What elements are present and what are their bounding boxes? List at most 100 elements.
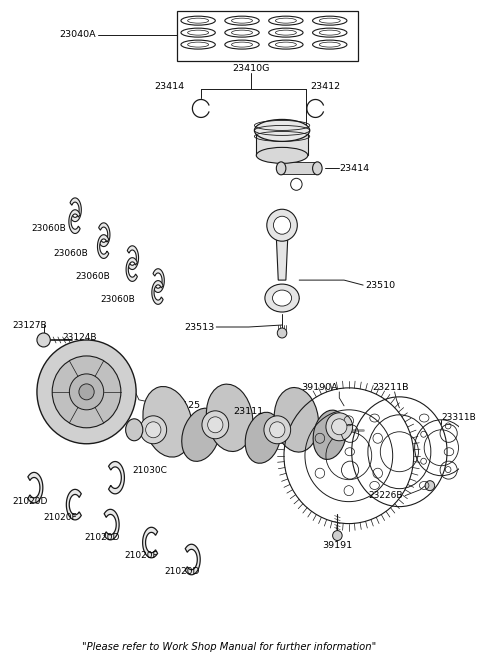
- Text: 21020D: 21020D: [165, 567, 200, 576]
- Ellipse shape: [206, 384, 253, 451]
- Text: 39191: 39191: [322, 541, 352, 550]
- Ellipse shape: [225, 28, 259, 37]
- Circle shape: [332, 419, 347, 435]
- Circle shape: [274, 216, 291, 234]
- Ellipse shape: [143, 386, 192, 457]
- Text: 23040A: 23040A: [60, 30, 96, 39]
- Polygon shape: [97, 235, 109, 258]
- Ellipse shape: [225, 40, 259, 49]
- Ellipse shape: [269, 16, 303, 25]
- Polygon shape: [69, 210, 80, 233]
- Ellipse shape: [265, 284, 299, 312]
- Polygon shape: [127, 246, 139, 269]
- Ellipse shape: [319, 18, 340, 23]
- Ellipse shape: [274, 388, 319, 452]
- Polygon shape: [143, 528, 157, 558]
- Text: 23510: 23510: [365, 281, 395, 290]
- Ellipse shape: [231, 42, 252, 47]
- Circle shape: [291, 178, 302, 191]
- Ellipse shape: [126, 419, 143, 441]
- Bar: [177, 11, 359, 60]
- Ellipse shape: [312, 28, 347, 37]
- Ellipse shape: [245, 413, 281, 463]
- Ellipse shape: [181, 16, 216, 25]
- Ellipse shape: [231, 18, 252, 23]
- Polygon shape: [66, 489, 81, 520]
- Text: 21020F: 21020F: [44, 513, 77, 522]
- Text: 21020D: 21020D: [84, 533, 120, 542]
- Bar: [281, 162, 317, 175]
- Ellipse shape: [231, 30, 252, 35]
- Ellipse shape: [254, 120, 310, 141]
- Ellipse shape: [276, 30, 296, 35]
- Polygon shape: [152, 281, 163, 304]
- Circle shape: [333, 531, 342, 541]
- Ellipse shape: [188, 42, 209, 47]
- Text: 23060B: 23060B: [75, 271, 110, 281]
- Polygon shape: [256, 131, 308, 155]
- Polygon shape: [99, 223, 110, 246]
- Circle shape: [208, 417, 223, 433]
- Ellipse shape: [276, 18, 296, 23]
- Polygon shape: [276, 237, 288, 280]
- Text: 21020D: 21020D: [12, 497, 48, 506]
- Text: 23412: 23412: [311, 82, 341, 91]
- Ellipse shape: [313, 410, 347, 459]
- Polygon shape: [153, 269, 164, 292]
- Text: 23111: 23111: [234, 407, 264, 417]
- Circle shape: [277, 328, 287, 338]
- Text: 23060B: 23060B: [53, 248, 88, 258]
- Ellipse shape: [276, 162, 286, 175]
- Circle shape: [37, 340, 136, 443]
- Circle shape: [425, 481, 435, 491]
- Circle shape: [52, 356, 121, 428]
- Text: 23311B: 23311B: [441, 413, 476, 422]
- Text: 23414: 23414: [339, 164, 370, 173]
- Ellipse shape: [319, 30, 340, 35]
- Circle shape: [140, 416, 167, 443]
- Polygon shape: [70, 198, 81, 221]
- Polygon shape: [28, 472, 43, 503]
- Ellipse shape: [269, 28, 303, 37]
- Circle shape: [267, 209, 297, 241]
- Polygon shape: [104, 509, 119, 540]
- Circle shape: [270, 422, 285, 438]
- Text: 23060B: 23060B: [31, 224, 66, 233]
- Circle shape: [264, 416, 291, 443]
- Ellipse shape: [256, 147, 308, 164]
- Text: "Please refer to Work Shop Manual for further information": "Please refer to Work Shop Manual for fu…: [83, 643, 377, 652]
- Circle shape: [79, 384, 94, 400]
- Ellipse shape: [188, 30, 209, 35]
- Ellipse shape: [312, 16, 347, 25]
- Ellipse shape: [181, 28, 216, 37]
- Ellipse shape: [225, 16, 259, 25]
- Ellipse shape: [312, 40, 347, 49]
- Text: 23124B: 23124B: [63, 334, 97, 342]
- Ellipse shape: [319, 42, 340, 47]
- Text: 23211B: 23211B: [372, 384, 409, 392]
- Text: 23125: 23125: [170, 401, 201, 411]
- Text: 23513: 23513: [184, 323, 215, 332]
- Ellipse shape: [269, 40, 303, 49]
- Ellipse shape: [182, 408, 220, 461]
- Ellipse shape: [181, 40, 216, 49]
- Text: 21030C: 21030C: [132, 466, 167, 475]
- Text: 23414: 23414: [155, 82, 185, 91]
- Polygon shape: [108, 461, 124, 494]
- Text: 23127B: 23127B: [12, 321, 47, 330]
- Ellipse shape: [188, 18, 209, 23]
- Circle shape: [202, 411, 228, 439]
- Polygon shape: [185, 544, 200, 575]
- Ellipse shape: [273, 290, 291, 306]
- Ellipse shape: [312, 162, 322, 175]
- Ellipse shape: [276, 42, 296, 47]
- Text: 23226B: 23226B: [369, 491, 403, 500]
- Text: 23410G: 23410G: [232, 64, 269, 73]
- Text: 21020F: 21020F: [125, 551, 158, 560]
- Text: 23060B: 23060B: [100, 294, 134, 304]
- Circle shape: [326, 413, 353, 441]
- Circle shape: [70, 374, 104, 410]
- Circle shape: [37, 333, 50, 347]
- Polygon shape: [126, 258, 137, 281]
- Text: 39190A: 39190A: [301, 384, 338, 392]
